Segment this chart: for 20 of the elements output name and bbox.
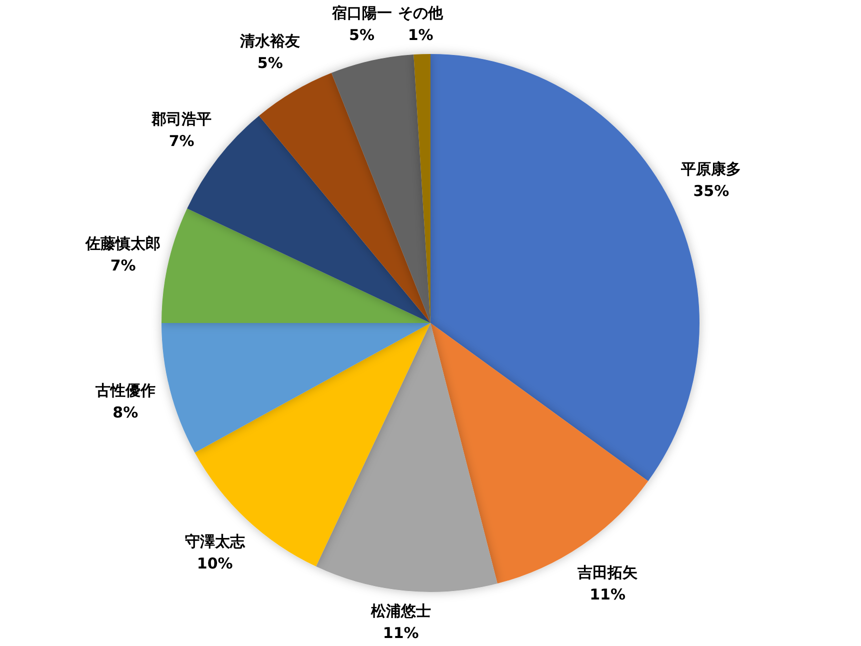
slice-label: 守澤太志 <box>184 532 246 551</box>
data-label: 8% <box>112 403 138 422</box>
slice-label: 吉田拓矢 <box>576 564 639 582</box>
slice-label: 佐藤慎太郎 <box>84 234 161 252</box>
data-label: 10% <box>196 554 233 573</box>
data-label: 11% <box>382 624 419 642</box>
data-label: 7% <box>110 256 136 274</box>
slice-label: 清水裕友 <box>239 32 300 50</box>
data-label: 5% <box>349 26 375 44</box>
slice-label: 松浦悠士 <box>370 602 431 620</box>
slice-label: 宿口陽一 <box>330 4 392 22</box>
slice-label: 平原康多 <box>680 160 742 178</box>
slice-label: 古性優作 <box>94 381 156 400</box>
data-label: 5% <box>257 54 283 72</box>
data-label: 1% <box>408 26 434 44</box>
data-label: 11% <box>590 586 626 604</box>
slice-label: 郡司浩平 <box>150 110 212 128</box>
data-label: 35% <box>693 182 730 200</box>
slice-label: その他 <box>398 4 444 22</box>
data-label: 7% <box>168 132 194 150</box>
